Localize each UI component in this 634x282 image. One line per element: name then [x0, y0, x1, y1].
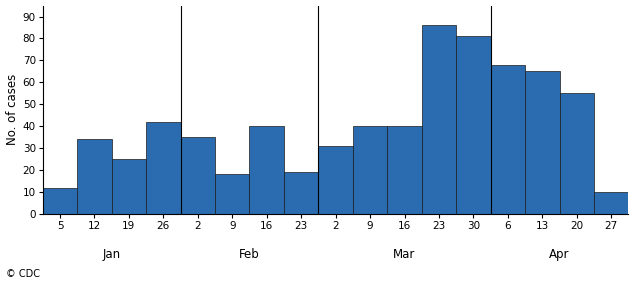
Text: Mar: Mar: [393, 248, 416, 261]
Text: Feb: Feb: [239, 248, 260, 261]
Text: Apr: Apr: [549, 248, 570, 261]
Bar: [456, 36, 491, 214]
Text: © CDC: © CDC: [6, 269, 41, 279]
Bar: [42, 188, 77, 214]
Bar: [146, 122, 181, 214]
Bar: [422, 25, 456, 214]
Bar: [387, 126, 422, 214]
Bar: [318, 146, 353, 214]
Bar: [491, 65, 525, 214]
Bar: [181, 137, 215, 214]
Bar: [594, 192, 628, 214]
Bar: [560, 93, 594, 214]
Text: Jan: Jan: [103, 248, 120, 261]
Bar: [112, 159, 146, 214]
Bar: [525, 71, 560, 214]
Bar: [250, 126, 284, 214]
Bar: [77, 139, 112, 214]
Y-axis label: No. of cases: No. of cases: [6, 74, 18, 145]
Bar: [215, 175, 250, 214]
Bar: [284, 172, 318, 214]
Bar: [353, 126, 387, 214]
